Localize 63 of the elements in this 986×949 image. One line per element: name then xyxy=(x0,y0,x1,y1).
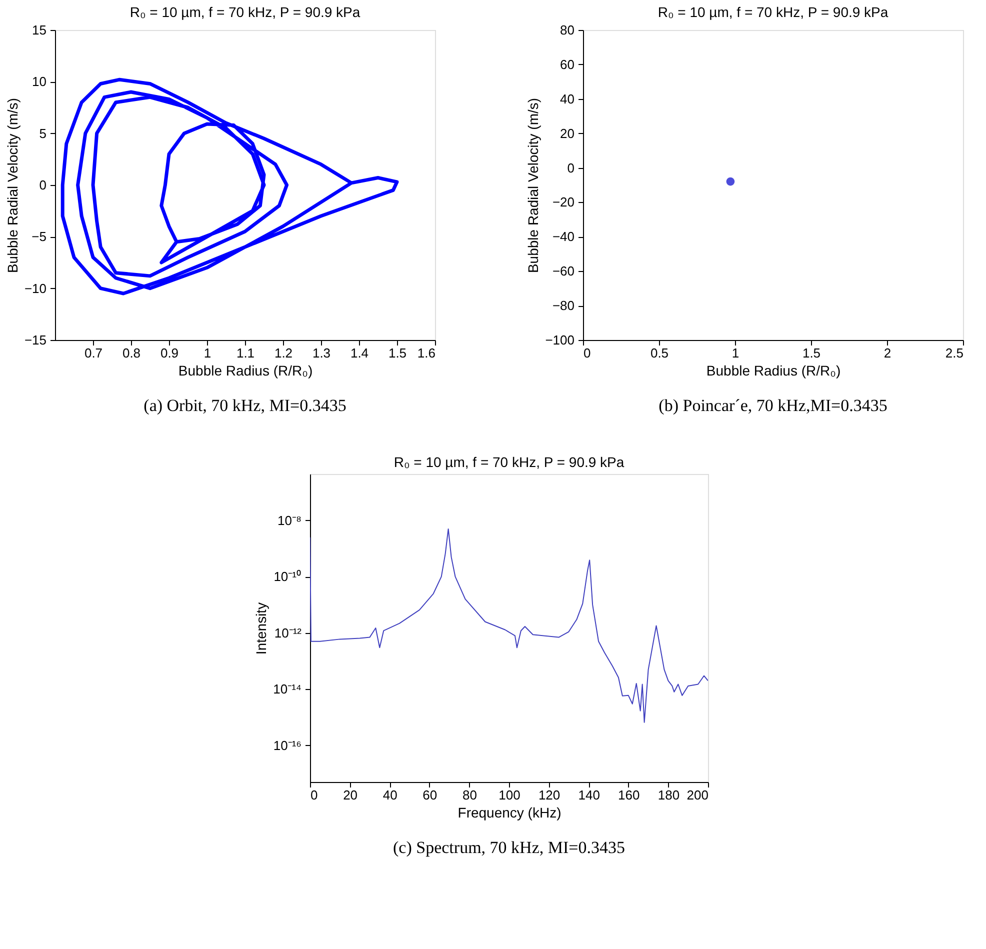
y-tick-label: 15 xyxy=(32,22,46,38)
y-axis-title: Bubble Radial Velocity (m/s) xyxy=(4,98,20,274)
y-axis-title: Intensity xyxy=(253,602,270,655)
x-tick-label: 20 xyxy=(343,788,358,802)
line-series xyxy=(60,78,399,296)
y-axis-title: Bubble Radial Velocity (m/s) xyxy=(525,98,542,274)
x-axis-title: Bubble Radius (R/R₀) xyxy=(178,362,313,378)
y-tick-label: −80 xyxy=(552,298,574,314)
x-tick-label: 1.5 xyxy=(802,346,821,360)
x-tick-label: 2 xyxy=(884,346,892,360)
y-tick-label: 60 xyxy=(560,56,574,72)
x-tick-label: 1.1 xyxy=(236,346,255,360)
x-tick-label: 1.3 xyxy=(312,346,331,360)
line-series xyxy=(310,528,708,723)
y-tick-label: 80 xyxy=(560,22,574,38)
x-tick-label: 1 xyxy=(204,346,212,360)
y-tick-label: 10⁻¹⁰ xyxy=(274,569,302,584)
y-tick-label: 0 xyxy=(567,160,574,176)
y-tick-label: 10⁻⁸ xyxy=(278,512,302,528)
y-tick-label: −5 xyxy=(32,229,46,244)
y-tick-label: −40 xyxy=(552,229,574,244)
x-tick-label: 1 xyxy=(732,346,740,360)
y-tick-label: 10 xyxy=(32,74,46,90)
x-tick-label: 120 xyxy=(538,788,560,802)
x-tick-label: 1.2 xyxy=(274,346,293,360)
y-tick-label: 0 xyxy=(39,178,46,192)
x-axis-title: Bubble Radius (R/R₀) xyxy=(706,362,841,378)
x-tick-label: 160 xyxy=(618,788,640,802)
x-axis-title: Frequency (kHz) xyxy=(458,804,562,820)
y-tick-label: −20 xyxy=(552,194,574,210)
x-tick-label: 0 xyxy=(310,788,318,802)
x-tick-label: 140 xyxy=(578,788,600,802)
text: (b) Poincar´e, 70 kHz,MI=0.3435 xyxy=(658,396,888,415)
y-tick-label: −100 xyxy=(545,332,574,348)
text: (a) Orbit, 70 kHz, MI=0.3435 xyxy=(144,396,346,415)
chart-title: R₀ = 10 µm, f = 70 kHz, P = 90.9 kPa xyxy=(394,454,624,470)
x-tick-label: 0 xyxy=(584,346,591,360)
chart-title: R₀ = 10 µm, f = 70 kHz, P = 90.9 kPa xyxy=(658,4,888,20)
x-tick-label: 0.9 xyxy=(160,346,179,360)
y-tick-label: 20 xyxy=(560,126,574,141)
x-tick-label: 1.5 xyxy=(388,346,407,360)
y-tick-label: 10⁻¹⁶ xyxy=(273,738,302,753)
y-tick-label: −15 xyxy=(24,332,46,348)
x-tick-label: 1.4 xyxy=(350,346,369,360)
x-tick-label: 0.5 xyxy=(650,346,669,360)
chart-title: R₀ = 10 µm, f = 70 kHz, P = 90.9 kPa xyxy=(130,4,360,20)
x-tick-label: 80 xyxy=(462,788,477,802)
x-tick-label: 60 xyxy=(422,788,438,802)
y-tick-label: 10⁻¹² xyxy=(274,625,302,640)
x-tick-label: 0.8 xyxy=(122,346,141,360)
x-tick-label: 1.6 xyxy=(417,346,436,360)
y-tick-label: −10 xyxy=(24,280,46,296)
x-tick-label: 200 xyxy=(686,788,708,802)
y-tick-label: 5 xyxy=(39,126,46,141)
text: (c) Spectrum, 70 kHz, MI=0.3435 xyxy=(393,838,625,857)
y-tick-label: 40 xyxy=(560,91,574,106)
x-tick-label: 0.7 xyxy=(84,346,103,360)
x-tick-label: 180 xyxy=(658,788,680,802)
y-tick-label: 10⁻¹⁴ xyxy=(273,682,302,697)
x-tick-label: 40 xyxy=(382,788,398,802)
x-tick-label: 100 xyxy=(498,788,520,802)
x-tick-label: 2.5 xyxy=(945,346,964,360)
y-tick-label: −60 xyxy=(552,264,574,279)
